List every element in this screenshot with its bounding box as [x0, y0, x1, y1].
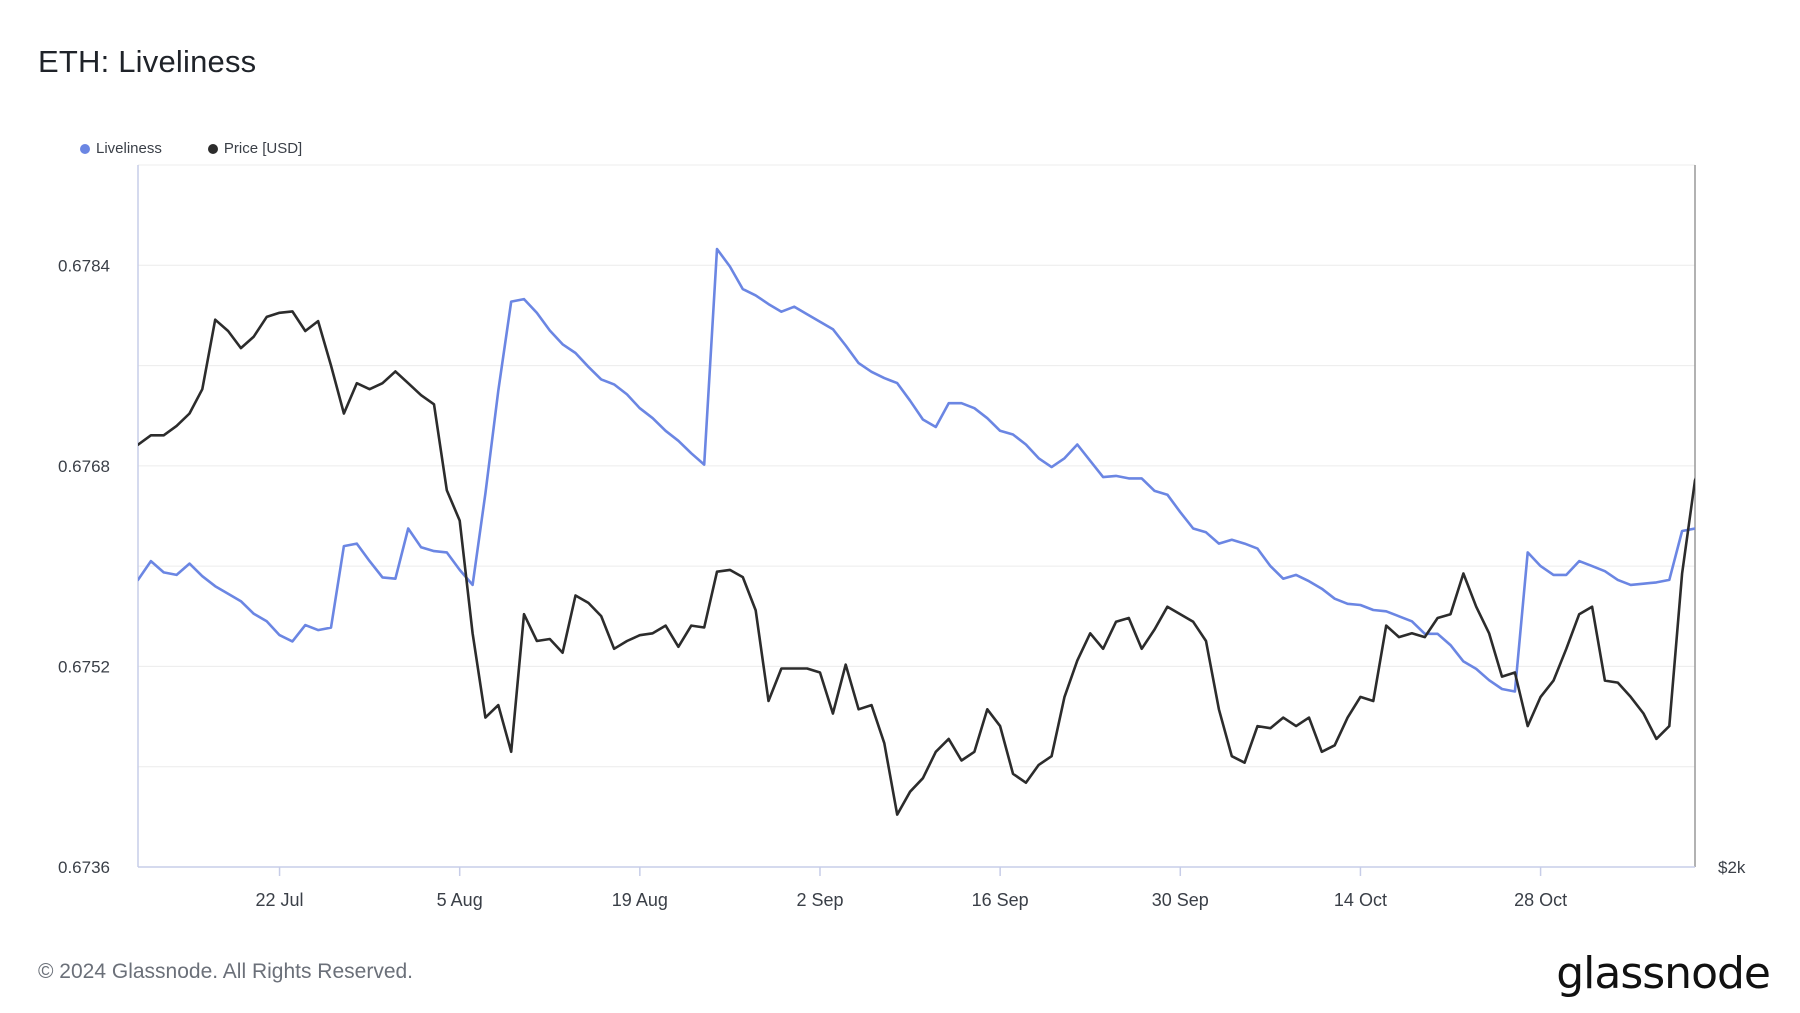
axes [137, 165, 1696, 876]
x-tick-label: 14 Oct [1334, 890, 1387, 910]
x-tick-label: 16 Sep [972, 890, 1029, 910]
legend-dot-price [207, 143, 218, 154]
legend-dot-liveliness [80, 143, 90, 154]
legend-item-price[interactable]: Price [USD] [207, 140, 303, 157]
x-tick-label: 30 Sep [1152, 890, 1209, 910]
liveliness-line [138, 247, 1695, 693]
y-left-tick-label: 0.6752 [58, 657, 110, 676]
legend: Liveliness Price [USD] [80, 140, 348, 157]
x-tick-label: 5 Aug [437, 890, 483, 910]
legend-item-liveliness[interactable]: Liveliness [80, 140, 162, 157]
glassnode-logo: glassnode [1556, 948, 1771, 999]
grid-lines [138, 164, 1695, 868]
legend-label-liveliness: Liveliness [96, 140, 162, 157]
copyright-notice: © 2024 Glassnode. All Rights Reserved. [38, 960, 414, 983]
chart-title: ETH: Liveliness [38, 44, 257, 79]
x-tick-label: 22 Jul [256, 890, 304, 910]
legend-label-price: Price [USD] [223, 140, 303, 157]
y-left-tick-label: 0.6768 [58, 457, 110, 476]
y-left-tick-label: 0.6784 [58, 256, 110, 275]
x-tick-label: 28 Oct [1514, 890, 1567, 910]
series-lines [138, 247, 1695, 816]
x-tick-label: 2 Sep [796, 890, 843, 910]
y-right-tick-label: $2k [1718, 858, 1746, 877]
tick-labels: 22 Jul 5 Aug 19 Aug 2 Sep 16 Sep 30 Sep 14 Oct… [58, 256, 1746, 910]
price-line [138, 310, 1695, 816]
x-tick-label: 19 Aug [612, 890, 668, 910]
y-left-tick-label: 0.6736 [58, 858, 110, 877]
